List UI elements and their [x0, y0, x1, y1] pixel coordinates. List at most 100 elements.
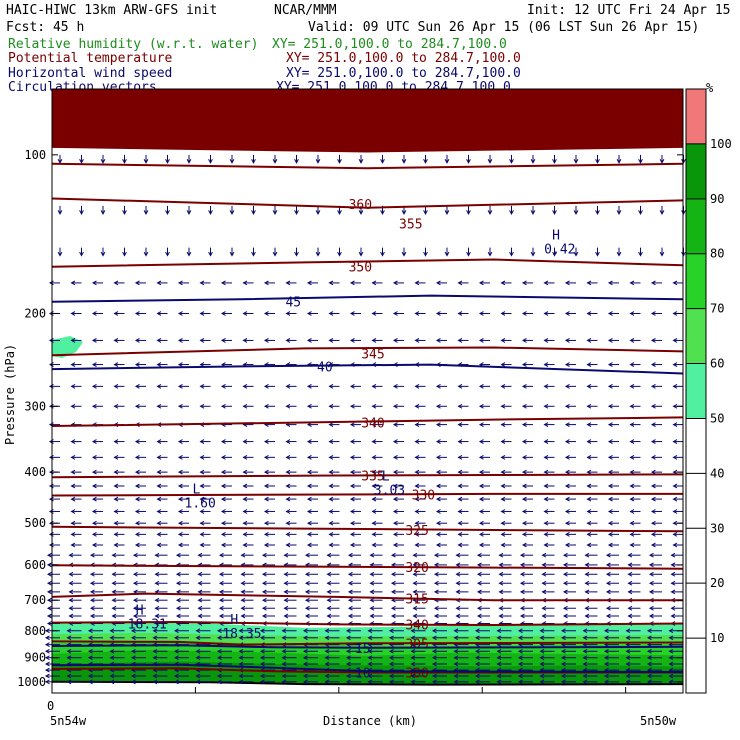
wind-vector-head — [113, 454, 119, 460]
wind-vector-head — [646, 635, 652, 641]
wind-vector-head — [638, 251, 643, 257]
theta-contour — [51, 640, 684, 646]
wind-vector-head — [659, 159, 665, 164]
wind-vector-head — [328, 439, 334, 444]
wind-vector-head — [412, 613, 418, 619]
wind-vector-head — [650, 509, 656, 514]
wind-vector-head — [173, 648, 179, 654]
wind-vector-head — [435, 439, 441, 444]
valid-time: Valid: 09 UTC Sun 26 Apr 15 (06 LST Sun … — [308, 20, 699, 35]
wind-vector-head — [586, 338, 592, 343]
wind-vector-head — [498, 552, 504, 558]
wind-vector-head — [238, 628, 244, 634]
wind-vector-head — [627, 562, 633, 568]
wind-vector-head — [229, 210, 235, 215]
wind-vector-head — [156, 531, 162, 537]
wind-vector-head — [70, 338, 76, 343]
wind-vector-head — [444, 210, 450, 215]
wind-vector-head — [457, 454, 463, 460]
wind-vector-head — [457, 338, 463, 343]
wind-vector-head — [670, 562, 676, 568]
wind-vector-head — [392, 311, 398, 316]
wind-vector-head — [564, 531, 570, 537]
wind-vector-head — [251, 251, 256, 257]
wind-vector-head — [629, 280, 635, 286]
wind-vector-head — [466, 210, 471, 215]
wind-vector-head — [435, 509, 441, 514]
wind-vector-head — [646, 673, 652, 679]
wind-vector-head — [560, 661, 566, 667]
wind-vector-head — [315, 210, 321, 215]
wind-vector-head — [595, 210, 600, 215]
wind-vector-head — [539, 635, 545, 641]
wind-vector-head — [414, 280, 420, 286]
wind-vector-head — [517, 655, 523, 661]
wind-vector-head — [134, 439, 140, 444]
wind-vector-head — [113, 311, 119, 316]
wind-vector-head — [113, 338, 119, 343]
wind-vector-head — [218, 580, 224, 586]
wind-vector-head — [111, 580, 117, 586]
wind-vector-head — [668, 628, 674, 634]
wind-vector-head — [410, 655, 416, 661]
wind-vector-head — [431, 679, 437, 685]
wind-vector-head — [412, 562, 418, 568]
wind-vector-head — [392, 469, 398, 475]
theta-contour — [51, 258, 684, 268]
wind-vector-head — [197, 571, 203, 577]
wind-vector-head — [629, 362, 635, 367]
wind-vector-head — [564, 483, 570, 489]
wind-vector-head — [650, 422, 656, 427]
wind-vector-head — [586, 422, 592, 427]
wind-vector-head — [177, 338, 183, 343]
wind-vector-head — [648, 552, 654, 558]
wind-vector-head — [263, 338, 269, 343]
wind-vector-head — [457, 280, 463, 286]
wind-vector-head — [455, 613, 461, 619]
y-tick-label: 900 — [24, 651, 46, 665]
wind-vector-head — [369, 571, 375, 577]
wind-vector-head — [586, 362, 592, 367]
colorbar-swatch — [686, 198, 706, 254]
wind-vector-head — [285, 311, 291, 316]
wind-vector-head — [44, 635, 50, 641]
wind-vector-head — [543, 469, 549, 475]
theta-contour-label: 315 — [405, 593, 428, 608]
wind-vector-head — [44, 648, 50, 654]
wind-vector-head — [543, 483, 549, 489]
wind-vector-head — [584, 605, 590, 611]
wind-vector-head — [498, 613, 504, 619]
wind-vector-head — [349, 531, 355, 537]
wind-vector-head — [134, 531, 140, 537]
wind-vector-head — [328, 496, 334, 502]
wind-vector-head — [410, 635, 416, 641]
wind-vector-head — [134, 311, 140, 316]
wind-vector-head — [371, 383, 377, 389]
colorbar-swatch — [686, 143, 706, 199]
wind-vector-head — [498, 589, 504, 595]
wind-vector-head — [324, 673, 330, 679]
wind-vector-head — [302, 628, 308, 634]
wind-vector-head — [390, 571, 396, 577]
wind-vector-head — [349, 403, 355, 409]
field-wind-xy: XY= 251.0,100.0 to 284.7,100.0 — [286, 66, 521, 81]
wind-vector-head — [302, 655, 308, 661]
wind-vector-head — [100, 210, 106, 215]
wind-vector-head — [91, 311, 97, 316]
wind-vector-head — [328, 403, 334, 409]
wind-vector-head — [627, 613, 633, 619]
wind-vector-head — [304, 571, 310, 577]
wind-vector-head — [283, 571, 289, 577]
wind-vector-head — [44, 679, 50, 685]
wind-vector-head — [455, 605, 461, 611]
wind-vector-head — [152, 628, 158, 634]
wind-vector-head — [500, 520, 506, 526]
wind-vector-head — [91, 280, 97, 286]
wind-vector-head — [401, 210, 407, 215]
wind-vector-head — [672, 439, 678, 444]
center-L-symbol: L — [382, 470, 390, 485]
wind-vector-head — [367, 635, 373, 641]
wind-vector-head — [423, 251, 428, 257]
theta-contour-label: 325 — [405, 524, 428, 539]
